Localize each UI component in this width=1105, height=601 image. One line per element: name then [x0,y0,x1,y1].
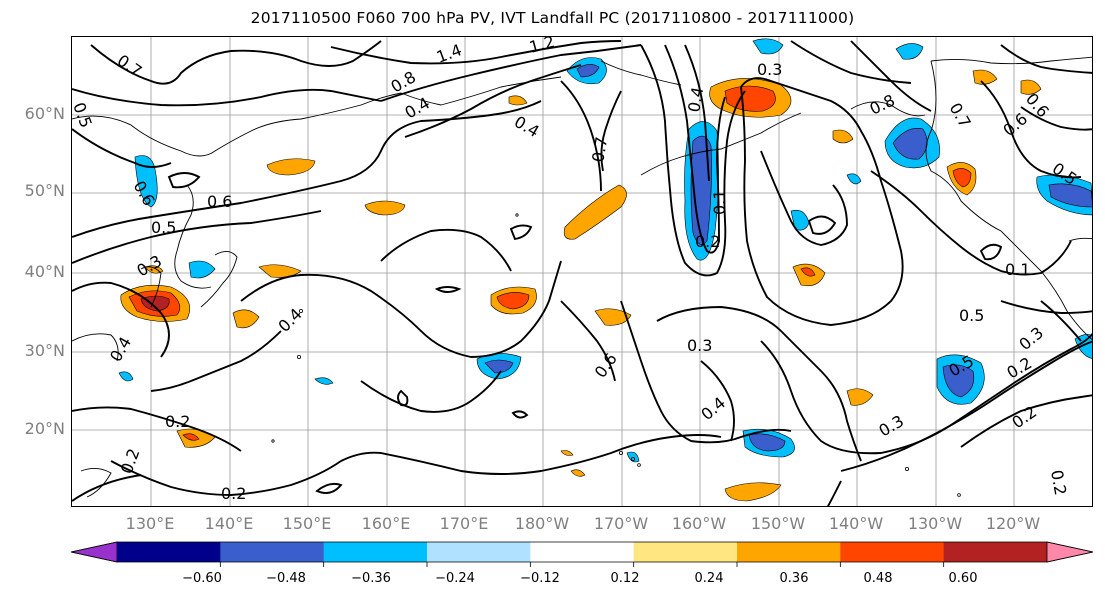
colorbar-tick-label: 0.12 [610,571,640,586]
contour-label: 0.5 [72,100,96,130]
colorbar-tick-label: 0.60 [948,571,978,586]
lon-label-170w: 170°W [593,514,649,533]
lon-label-120w: 120°W [985,514,1041,533]
colorbar-tick-label: −0.24 [435,571,475,586]
colorbar-segment [323,542,428,562]
lon-label-140e: 140°E [204,514,254,533]
contour-label: 0.4 [402,93,434,122]
lat-label-20n: 20°N [24,419,65,438]
colorbar-segment [530,542,635,562]
contour-label: 0.1 [1005,260,1030,279]
contour-label: 0.4 [106,333,135,365]
colorbar-segment [117,542,221,562]
contour-label: 0.4 [684,85,707,113]
colorbar-tick-marks [219,562,945,567]
lon-label-180w: 180°W [514,514,570,533]
colorbar-segment [427,542,531,562]
contour-label: 0.2 [165,412,190,431]
contour-label: 0.7 [588,135,611,163]
contour-label: 0.2 [117,446,144,476]
pv-contours [72,40,1092,506]
contour-label: 0.6 [207,192,232,211]
lat-label-40n: 40°N [24,262,65,281]
contour-label: 0.3 [687,336,712,355]
colorbar-tick-label: −0.48 [266,571,306,586]
contour-label: 0.1 [710,190,729,215]
contour-label: 0.2 [1004,353,1036,382]
contour-label: 0.3 [757,60,782,79]
contour-label: 0.6 [591,350,621,382]
colorbar-extend-low [70,541,118,563]
colorbar-tick-label: −0.12 [520,571,560,586]
contour-label: 0.5 [959,306,984,325]
lon-label-130w: 130°W [907,514,963,533]
map-canvas: 0.7 1.4 1.2 0.8 0.4 0.4 0.5 0.6 0.5 0.3 … [72,37,1092,506]
lat-label-30n: 30°N [24,341,65,360]
lat-label-60n: 60°N [24,104,65,123]
lon-label-140w: 140°W [828,514,884,533]
islands [271,213,961,497]
contour-label: 0.2 [1047,468,1070,496]
coastlines [72,56,1092,498]
contour-label: 1.2 [527,37,557,57]
lon-label-160w: 160°W [671,514,727,533]
colorbar-extend-high [1046,541,1094,563]
contour-label: 0.8 [388,67,420,96]
lon-label-170e: 170°E [439,514,489,533]
colorbar-segment [633,542,738,562]
colorbar-segment [840,542,945,562]
colorbar-segment [737,542,841,562]
lon-label-130e: 130°E [125,514,175,533]
colorbar-segment [220,542,325,562]
contour-label: 0.4 [697,393,729,424]
contour-label-group: 0.7 1.4 1.2 0.8 0.4 0.4 0.5 0.6 0.5 0.3 … [72,37,1080,503]
contour-label: 0.7 [946,100,975,132]
contour-label: 0.3 [876,411,908,440]
colorbar-tick-label: 0.36 [779,571,809,586]
colorbar-tick-label: −0.60 [182,571,222,586]
lon-label-150w: 150°W [750,514,806,533]
colorbar-tick-label: −0.36 [351,571,391,586]
contour-label: 0.2 [221,484,246,503]
colorbar-graphic [70,541,1094,567]
colorbar-segments [70,541,1094,563]
lat-label-50n: 50°N [24,181,65,200]
colorbar [70,541,1094,567]
contour-label: 0.5 [151,218,176,237]
colorbar-tick-label: 0.48 [863,571,893,586]
contour-label: 0.4 [511,112,543,141]
contour-label: 0.3 [1015,323,1047,354]
lon-label-160e: 160°E [361,514,411,533]
colorbar-tick-label: 0.24 [694,571,724,586]
colorbar-outline [70,541,1094,563]
map-title: 2017110500 F060 700 hPa PV, IVT Landfall… [250,9,855,27]
contour-label: 0.8 [867,91,898,119]
graticule [72,37,1092,506]
colorbar-segment [943,542,1048,562]
contour-label: 0.2 [695,232,720,251]
lon-label-150e: 150°E [282,514,332,533]
map-panel: 0.7 1.4 1.2 0.8 0.4 0.4 0.5 0.6 0.5 0.3 … [71,36,1093,507]
